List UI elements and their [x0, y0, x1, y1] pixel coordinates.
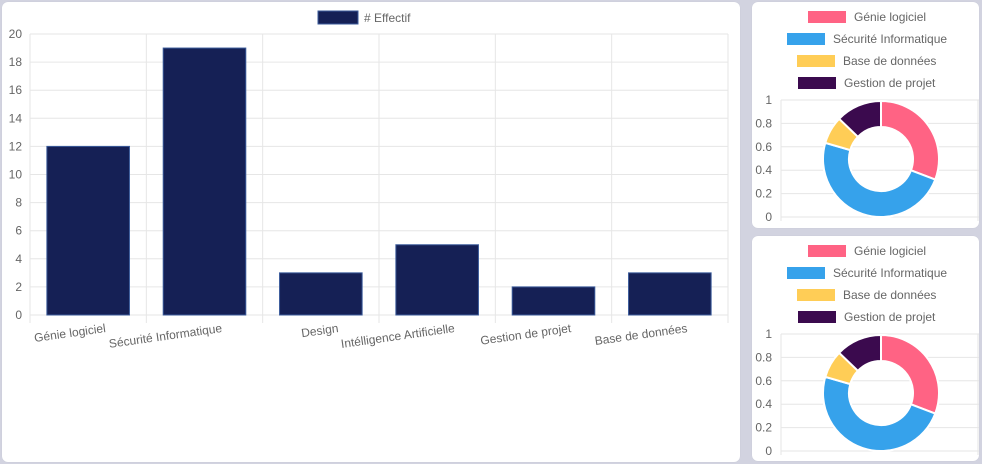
doughnut-chart-2: Génie logiciel Sécurité Informatique Base … [755, 244, 979, 458]
x-tick-label: Sécurité Informatique [108, 321, 223, 351]
bar [395, 244, 479, 316]
doughnut-slice [822, 375, 937, 453]
legend-label: Génie logiciel [854, 244, 926, 258]
legend-swatch [797, 289, 835, 301]
y-tick-label: 0 [15, 308, 22, 322]
y-tick-label: 0 [765, 444, 772, 458]
y-tick-label: 16 [9, 83, 23, 97]
y-tick-label: 0.8 [755, 116, 772, 130]
x-tick-label: Génie logiciel [33, 321, 106, 345]
legend-label: # Effectif [364, 11, 411, 25]
y-tick-label: 1 [765, 93, 772, 107]
legend-swatch [797, 55, 835, 67]
y-tick-label: 0.6 [755, 374, 772, 388]
doughnut-slice [880, 333, 940, 415]
legend-swatch [798, 77, 836, 89]
y-tick-label: 0 [765, 210, 772, 224]
x-tick-label: Design [300, 321, 339, 340]
y-tick-label: 20 [9, 27, 23, 41]
doughnut-slice [837, 99, 882, 139]
y-tick-label: 0.8 [755, 350, 772, 364]
legend-label: Base de données [843, 288, 936, 302]
y-tick-label: 0.2 [755, 187, 772, 201]
legend-swatch [808, 11, 846, 23]
legend-swatch [798, 311, 836, 323]
bar [162, 47, 247, 316]
legend-label: Génie logiciel [854, 10, 926, 24]
y-tick-label: 0.2 [755, 421, 772, 435]
x-tick-label: Base de données [594, 321, 688, 348]
legend-label: Gestion de projet [844, 76, 936, 90]
y-tick-label: 14 [9, 111, 23, 125]
y-tick-label: 4 [15, 252, 22, 266]
legend-label: Sécurité Informatique [833, 266, 947, 280]
legend-label: Gestion de projet [844, 310, 936, 324]
legend-swatch [317, 10, 359, 25]
bar [628, 272, 712, 316]
bar [46, 145, 130, 316]
y-tick-label: 1 [765, 327, 772, 341]
doughnut-slice [837, 333, 882, 373]
doughnut-chart-card-2: Génie logiciel Sécurité Informatique Base … [752, 236, 979, 461]
y-tick-label: 18 [9, 55, 23, 69]
y-tick-label: 2 [15, 280, 22, 294]
y-tick-label: 0.4 [755, 163, 772, 177]
bar [511, 286, 596, 316]
y-tick-label: 6 [15, 224, 22, 238]
doughnut-chart-card-1: Génie logiciel Sécurité Informatique Base … [752, 2, 979, 228]
legend-label: Sécurité Informatique [833, 32, 947, 46]
y-tick-label: 10 [9, 168, 23, 182]
bar [279, 272, 363, 316]
doughnut-chart-1: Génie logiciel Sécurité Informatique Base … [755, 10, 979, 224]
legend-swatch [787, 267, 825, 279]
y-tick-label: 0.6 [755, 140, 772, 154]
y-tick-label: 0.4 [755, 397, 772, 411]
doughnut-slice [822, 141, 937, 219]
y-tick-label: 12 [9, 139, 23, 153]
legend-swatch [787, 33, 825, 45]
bar-chart-card: 0 2 4 6 8 10 12 14 16 18 20 # Effectif Génie logicie… [2, 2, 740, 462]
doughnut-slice [880, 99, 940, 181]
legend-swatch [808, 245, 846, 257]
x-tick-label: Gestion de projet [479, 321, 572, 348]
bar-chart: 0 2 4 6 8 10 12 14 16 18 20 # Effectif Génie logicie… [9, 10, 729, 351]
x-tick-label: Intélligence Artificielle [340, 321, 456, 351]
y-tick-label: 8 [15, 196, 22, 210]
legend-label: Base de données [843, 54, 936, 68]
